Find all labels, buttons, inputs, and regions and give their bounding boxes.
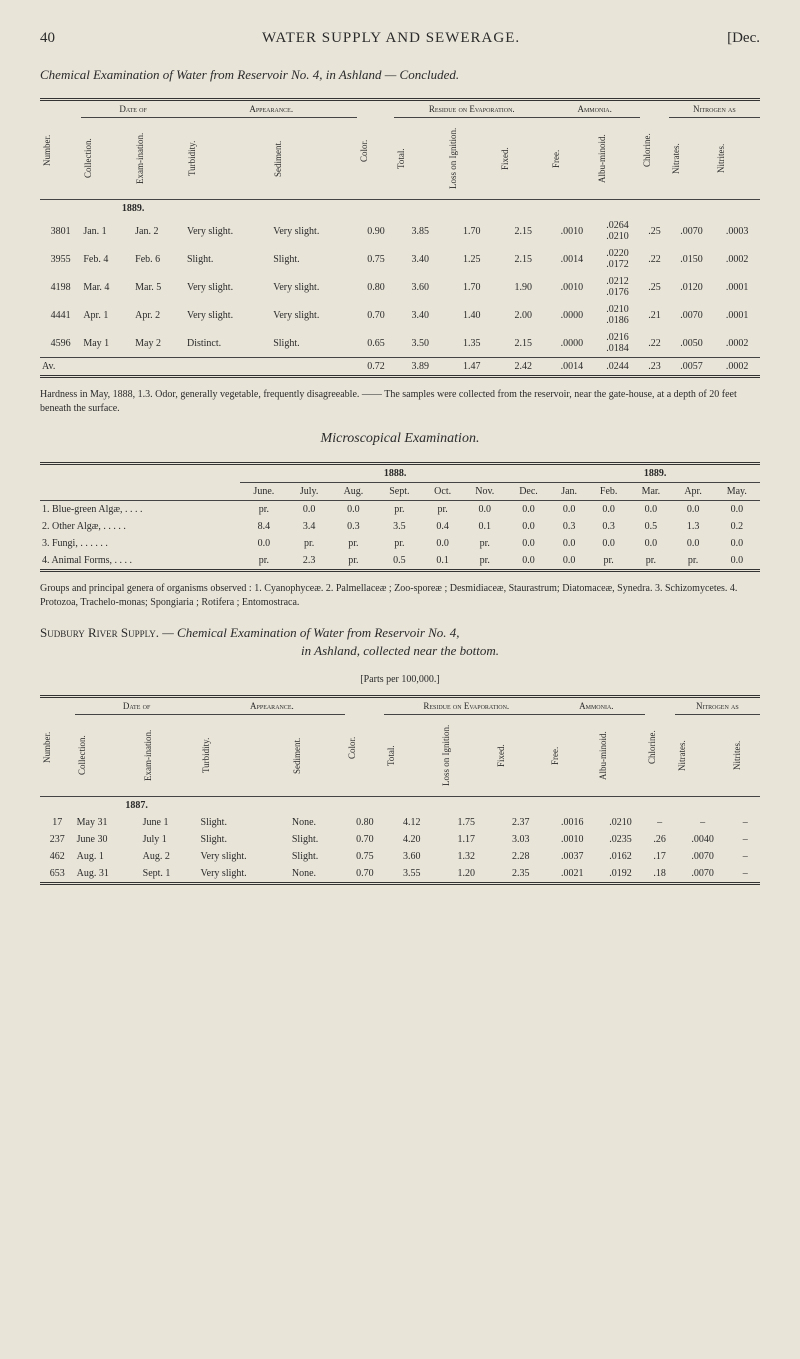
note-1: Hardness in May, 1888, 1.3. Odor, genera… xyxy=(40,388,760,416)
month-head: Jan. xyxy=(550,483,588,501)
col3-nitrates: Nitrates. xyxy=(677,718,687,793)
table-row: 4. Animal Forms, . . . .pr.2.3pr.0.50.1p… xyxy=(40,552,760,571)
col-free: Free. xyxy=(551,121,561,196)
chemical-table-3: Number. Date of Appearance. Color. Resid… xyxy=(40,695,760,885)
month-head: Feb. xyxy=(588,483,629,501)
grp3-ammonia: Ammonia. xyxy=(548,697,645,715)
table-row: 237June 30July 1Slight.Slight.0.704.201.… xyxy=(40,831,760,848)
col3-fixed: Fixed. xyxy=(496,718,506,793)
col-fixed: Fixed. xyxy=(500,121,510,196)
table-row: 3. Fungi, . . . . . .0.0pr.pr.pr.0.0pr.0… xyxy=(40,535,760,552)
page-header: 40 WATER SUPPLY AND SEWERAGE. [Dec. xyxy=(40,30,760,47)
month-head: June. xyxy=(240,483,288,501)
month-head: Dec. xyxy=(507,483,550,501)
table-row: 4198Mar. 4Mar. 5Very slight.Very slight.… xyxy=(40,273,760,301)
col3-nitrites: Nitrites. xyxy=(732,718,742,793)
col3-loss: Loss on Ignition. xyxy=(441,718,451,793)
col-albuminoid: Albu-minoid. xyxy=(597,121,607,196)
grp3-residue: Residue on Evaporation. xyxy=(384,697,548,715)
sudbury-rest: — Chemical Examination of Water from Res… xyxy=(162,625,459,640)
col3-number: Number. xyxy=(42,710,52,785)
col-nitrates: Nitrates. xyxy=(671,121,681,196)
col3-total: Total. xyxy=(386,718,396,793)
month-head: Oct. xyxy=(423,483,463,501)
col3-collection: Collection. xyxy=(77,718,87,793)
col-turbidity: Turbidity. xyxy=(187,121,197,196)
col3-examination: Exam-ination. xyxy=(143,718,153,793)
table-row: 3955Feb. 4Feb. 6Slight.Slight.0.753.401.… xyxy=(40,245,760,273)
month-head: Nov. xyxy=(463,483,507,501)
month-head: May. xyxy=(714,483,760,501)
table-row: 4596May 1May 2Distinct.Slight.0.653.501.… xyxy=(40,329,760,358)
grp3-date: Date of xyxy=(75,697,199,715)
grp-ammonia: Ammonia. xyxy=(549,100,640,118)
col-sediment: Sediment. xyxy=(273,121,283,196)
month-head: Apr. xyxy=(673,483,714,501)
year-1888: 1888. xyxy=(240,464,550,483)
table-row: 462Aug. 1Aug. 2Very slight.Slight.0.753.… xyxy=(40,848,760,865)
grp3-appearance: Appearance. xyxy=(199,697,346,715)
month-head: July. xyxy=(288,483,331,501)
average-row: Av.0.723.891.472.42.0014.0244.23.0057.00… xyxy=(40,358,760,377)
month-head: Mar. xyxy=(629,483,672,501)
col3-sediment: Sediment. xyxy=(292,718,302,793)
title-line-3a: Sudbury River Supply. — Chemical Examina… xyxy=(40,625,760,641)
col-examination: Exam-ination. xyxy=(135,121,145,196)
table-row: 1. Blue-green Algæ, . . . .pr.0.00.0pr.p… xyxy=(40,501,760,519)
grp-date: Date of xyxy=(81,100,185,118)
grp-residue: Residue on Evaporation. xyxy=(394,100,549,118)
col3-free: Free. xyxy=(550,718,560,793)
page-title: WATER SUPPLY AND SEWERAGE. xyxy=(262,30,520,47)
page-date-tag: [Dec. xyxy=(727,30,760,47)
table-row: 2. Other Algæ, . . . . .8.43.40.33.50.40… xyxy=(40,518,760,535)
col3-color: Color. xyxy=(347,710,357,785)
table-row: 4441Apr. 1Apr. 2Very slight.Very slight.… xyxy=(40,301,760,329)
col-color: Color. xyxy=(359,113,369,188)
microscopical-table: 1888. 1889. June.July.Aug.Sept.Oct.Nov.D… xyxy=(40,462,760,572)
table-row: 17May 31June 1Slight.None.0.804.121.752.… xyxy=(40,814,760,831)
section-title-2: Microscopical Examination. xyxy=(40,431,760,447)
col3-albuminoid: Albu-minoid. xyxy=(598,718,608,793)
col-loss: Loss on Ignition. xyxy=(448,121,458,196)
col-nitrites: Nitrites. xyxy=(716,121,726,196)
grp-appearance: Appearance. xyxy=(185,100,358,118)
table-row: 653Aug. 31Sept. 1Very slight.None.0.703.… xyxy=(40,865,760,884)
year-tag-1889: 1889. xyxy=(81,200,185,218)
page-number: 40 xyxy=(40,30,55,47)
col-chlorine: Chlorine. xyxy=(642,113,652,188)
grp3-nitrogen: Nitrogen as xyxy=(675,697,760,715)
month-head: Aug. xyxy=(331,483,376,501)
chemical-table-1: Number. Date of Appearance. Color. Resid… xyxy=(40,98,760,378)
col3-chlorine: Chlorine. xyxy=(647,710,657,785)
col-number: Number. xyxy=(42,113,52,188)
note-2: Groups and principal genera of organisms… xyxy=(40,582,760,610)
year-1889: 1889. xyxy=(550,464,760,483)
title-line-3b: in Ashland, collected near the bottom. xyxy=(40,643,760,659)
table-row: 3801Jan. 1Jan. 2Very slight.Very slight.… xyxy=(40,217,760,245)
title-line-3c: [Parts per 100,000.] xyxy=(40,674,760,685)
year-tag-1887: 1887. xyxy=(75,797,199,815)
col-total: Total. xyxy=(396,121,406,196)
title-line-1: Chemical Examination of Water from Reser… xyxy=(40,67,760,83)
grp-nitrogen: Nitrogen as xyxy=(669,100,760,118)
month-head: Sept. xyxy=(376,483,422,501)
sudbury-caps: Sudbury River Supply. xyxy=(40,625,159,640)
col3-turbidity: Turbidity. xyxy=(201,718,211,793)
col-collection: Collection. xyxy=(83,121,93,196)
